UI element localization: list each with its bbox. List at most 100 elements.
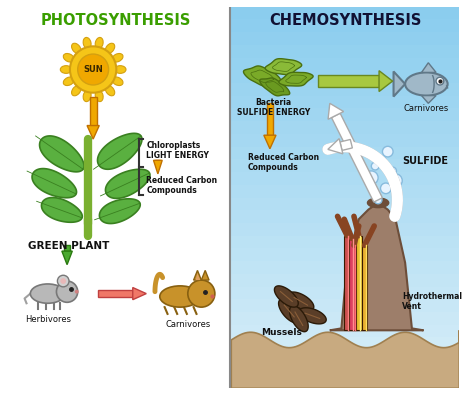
Bar — [231, 209, 459, 223]
Bar — [351, 245, 357, 330]
Polygon shape — [266, 103, 273, 135]
Bar — [231, 362, 459, 376]
Polygon shape — [154, 160, 162, 174]
Circle shape — [60, 278, 66, 284]
Ellipse shape — [105, 43, 115, 53]
Bar — [231, 82, 459, 96]
Circle shape — [57, 275, 69, 287]
Polygon shape — [279, 72, 313, 86]
Polygon shape — [244, 66, 281, 87]
Circle shape — [436, 77, 444, 85]
Bar — [231, 324, 459, 337]
Text: Hydrothermal
Vent: Hydrothermal Vent — [402, 292, 462, 311]
Ellipse shape — [105, 86, 115, 96]
Polygon shape — [201, 271, 209, 280]
Circle shape — [389, 167, 396, 175]
Circle shape — [365, 171, 378, 184]
Bar — [231, 349, 459, 363]
Bar — [231, 374, 459, 388]
Text: PHOTOSYNTHESIS: PHOTOSYNTHESIS — [40, 13, 191, 28]
Bar — [231, 298, 459, 312]
Bar — [231, 146, 459, 159]
Circle shape — [70, 46, 116, 93]
Polygon shape — [328, 103, 344, 119]
Polygon shape — [264, 135, 276, 149]
Polygon shape — [274, 286, 298, 307]
Polygon shape — [279, 299, 300, 323]
Polygon shape — [421, 63, 436, 72]
Polygon shape — [340, 139, 352, 150]
Text: Herbivores: Herbivores — [25, 315, 71, 324]
Polygon shape — [290, 306, 308, 332]
Circle shape — [371, 162, 379, 170]
Ellipse shape — [83, 38, 91, 49]
Bar — [362, 245, 367, 330]
Circle shape — [376, 156, 386, 167]
Text: SULFIDE: SULFIDE — [402, 156, 448, 166]
Text: Chloroplasts
LIGHT ENERGY: Chloroplasts LIGHT ENERGY — [146, 141, 209, 160]
Polygon shape — [231, 330, 459, 388]
Circle shape — [374, 196, 382, 204]
Bar — [231, 260, 459, 274]
Text: Carnivores: Carnivores — [404, 104, 449, 113]
Polygon shape — [62, 251, 73, 265]
Circle shape — [56, 281, 78, 302]
Bar — [231, 247, 459, 261]
Bar — [231, 133, 459, 147]
Circle shape — [75, 290, 79, 293]
Circle shape — [381, 183, 391, 194]
Ellipse shape — [95, 90, 103, 102]
Polygon shape — [318, 75, 379, 87]
Ellipse shape — [112, 53, 123, 62]
Circle shape — [188, 280, 215, 307]
Polygon shape — [98, 134, 142, 169]
Polygon shape — [106, 169, 150, 198]
Ellipse shape — [114, 66, 126, 73]
Polygon shape — [265, 59, 302, 75]
Polygon shape — [64, 245, 70, 251]
Ellipse shape — [367, 198, 389, 208]
Polygon shape — [133, 288, 146, 300]
Bar — [231, 95, 459, 109]
Polygon shape — [331, 113, 383, 202]
Polygon shape — [260, 78, 290, 96]
Polygon shape — [379, 71, 392, 92]
Polygon shape — [98, 290, 133, 297]
Bar — [231, 197, 459, 210]
Bar — [344, 236, 350, 330]
Text: SUN: SUN — [83, 65, 103, 74]
Bar — [231, 6, 459, 19]
Bar — [231, 337, 459, 350]
Bar — [231, 70, 459, 83]
Circle shape — [389, 174, 402, 187]
Text: Bacteria
SULFIDE ENERGY: Bacteria SULFIDE ENERGY — [237, 98, 310, 117]
Bar — [231, 158, 459, 172]
Bar — [231, 286, 459, 299]
Polygon shape — [288, 292, 314, 310]
Text: Mussels: Mussels — [261, 328, 302, 337]
Ellipse shape — [95, 38, 103, 49]
Bar — [231, 184, 459, 198]
Ellipse shape — [405, 72, 447, 96]
Text: CHEMOSYNTHESIS: CHEMOSYNTHESIS — [269, 13, 421, 28]
Circle shape — [78, 54, 109, 85]
Bar — [231, 171, 459, 185]
Bar — [356, 236, 362, 330]
Text: Reduced Carbon
Compounds: Reduced Carbon Compounds — [146, 176, 218, 195]
Polygon shape — [42, 198, 82, 222]
Bar — [231, 19, 459, 32]
Polygon shape — [100, 199, 140, 224]
Bar — [231, 107, 459, 121]
Polygon shape — [193, 271, 201, 280]
Ellipse shape — [64, 77, 74, 86]
Ellipse shape — [72, 43, 81, 53]
Ellipse shape — [64, 53, 74, 62]
Bar — [231, 31, 459, 45]
Bar — [231, 44, 459, 58]
Polygon shape — [328, 139, 343, 154]
Bar — [231, 222, 459, 236]
Text: Reduced Carbon
Compounds: Reduced Carbon Compounds — [248, 152, 319, 172]
Ellipse shape — [112, 77, 123, 86]
Polygon shape — [421, 96, 436, 103]
Ellipse shape — [60, 66, 72, 73]
